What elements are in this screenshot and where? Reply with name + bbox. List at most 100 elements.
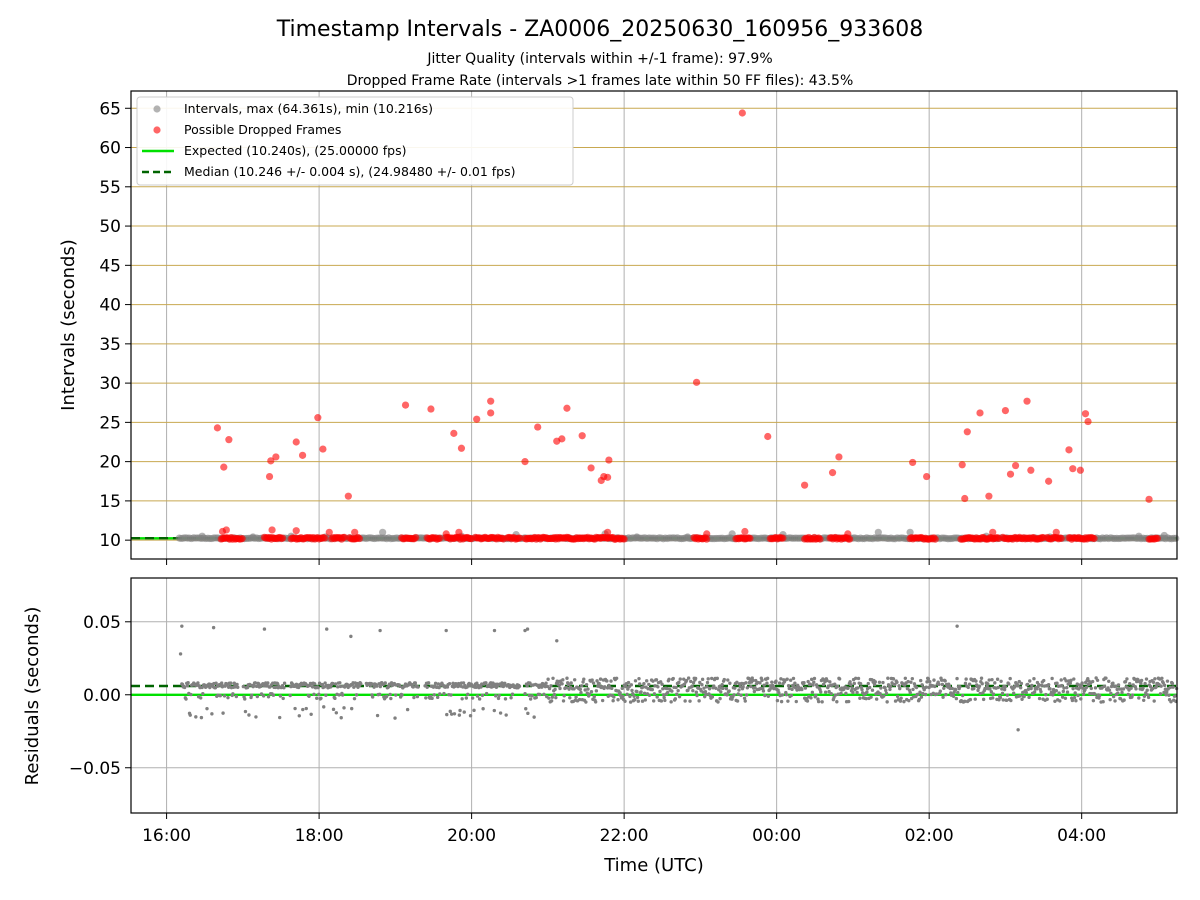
residual-point (898, 686, 902, 691)
residual-point (835, 684, 840, 689)
residual-point (400, 693, 404, 697)
residual-point (398, 684, 402, 689)
residual-point (636, 699, 641, 703)
residual-point (540, 685, 544, 689)
residual-point (854, 676, 858, 680)
dropped-point (1076, 466, 1085, 474)
residual-point (510, 692, 515, 696)
residual-point (319, 696, 323, 700)
top-x-ticks (166, 559, 1083, 565)
top-y-tick-label: 30 (99, 374, 121, 394)
residual-point (661, 687, 665, 691)
residual-point (554, 695, 558, 700)
residual-point (744, 681, 748, 685)
residual-point (614, 676, 619, 680)
residual-point (774, 679, 778, 683)
dropped-point (909, 458, 917, 467)
residual-point (942, 686, 946, 690)
residual-point (275, 681, 280, 686)
residual-point (956, 690, 960, 695)
x-tick-label: 16:00 (142, 826, 191, 846)
residual-point (572, 687, 576, 691)
top-y-tick-label: 10 (99, 531, 121, 551)
residual-point (307, 694, 311, 698)
residual-point (816, 699, 821, 704)
residual-point (883, 685, 887, 690)
residual-point (1022, 694, 1026, 699)
residual-point (860, 687, 864, 692)
residual-point (675, 692, 679, 696)
residual-point (255, 694, 260, 699)
residual-point (479, 685, 483, 689)
residual-point (1002, 687, 1007, 692)
residual-point (986, 682, 990, 686)
residual-point (821, 682, 826, 687)
residual-point (829, 691, 833, 696)
dropped-point (1027, 466, 1035, 474)
residual-point (1029, 686, 1033, 691)
residual-point (1170, 681, 1175, 686)
residual-point (654, 678, 659, 682)
dropped-point (1084, 417, 1092, 426)
residual-point (342, 706, 346, 710)
residual-point (1151, 680, 1156, 685)
residual-point (623, 699, 627, 703)
residual-point (1101, 700, 1105, 704)
residual-point (266, 695, 271, 699)
residual-point (497, 693, 501, 698)
residual-point (920, 683, 924, 687)
residual-point (458, 708, 462, 713)
residual-point (993, 681, 997, 685)
residual-point (611, 699, 615, 703)
residual-point (354, 693, 359, 697)
residual-point (1109, 691, 1113, 695)
residual-point (1125, 677, 1129, 681)
residual-point (631, 691, 635, 696)
residual-point (1030, 683, 1034, 688)
residual-point (340, 693, 345, 697)
residual-point (835, 700, 839, 704)
residual-point (987, 678, 991, 682)
residual-point (856, 676, 861, 681)
residual-point (803, 686, 808, 690)
residual-point (1144, 677, 1149, 681)
residual-point (466, 692, 470, 697)
residual-point (261, 694, 266, 698)
residual-point (464, 696, 469, 700)
residual-point (278, 715, 282, 720)
residual-point (1173, 694, 1177, 698)
x-axis-label: Time (UTC) (603, 855, 704, 876)
dropped-point (1045, 477, 1053, 485)
dropped-point (1057, 534, 1065, 542)
residual-point (958, 685, 962, 689)
residual-point (738, 684, 743, 689)
residual-point (188, 713, 192, 717)
residual-point (809, 677, 814, 682)
residual-point (919, 678, 923, 683)
residual-point (833, 682, 837, 686)
residual-point (460, 697, 464, 701)
residual-point (424, 696, 428, 700)
dropped-point (401, 401, 410, 409)
interval-point (633, 533, 641, 541)
residual-point (1016, 684, 1020, 688)
residual-point (500, 681, 504, 685)
residual-point (909, 680, 913, 684)
dropped-point (272, 453, 280, 461)
dropped-point (292, 438, 300, 446)
residual-point (710, 676, 714, 681)
residual-point (1065, 690, 1070, 694)
dropped-point (587, 464, 595, 472)
dropped-point (931, 535, 939, 543)
x-tick-label: 04:00 (1057, 826, 1106, 846)
residual-point (1159, 684, 1163, 688)
residual-point (221, 711, 225, 715)
residual-point (1102, 684, 1107, 688)
dropped-point (298, 451, 307, 459)
residual-point (481, 707, 485, 711)
residual-point (393, 716, 397, 720)
residual-point (1160, 676, 1164, 680)
residual-point (620, 686, 624, 691)
residual-point (411, 685, 415, 689)
residual-point (805, 699, 810, 703)
